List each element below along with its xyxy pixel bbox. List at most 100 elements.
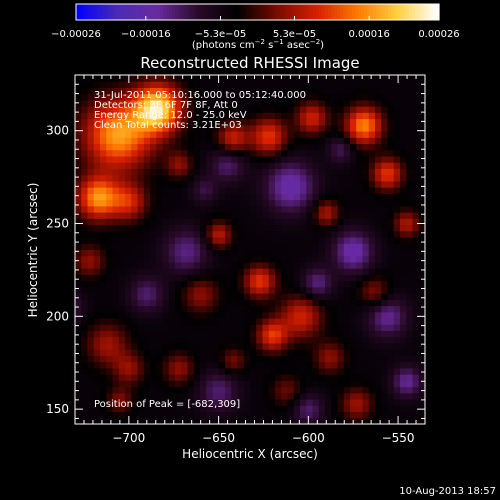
heatmap-cell (112, 112, 120, 120)
heatmap-cell (281, 162, 288, 169)
heatmap-cell (125, 255, 132, 263)
heatmap-cell (356, 180, 363, 188)
heatmap-cell (225, 156, 232, 163)
heatmap-cell (325, 305, 332, 313)
heatmap-cell (212, 162, 220, 169)
heatmap-cell (368, 137, 376, 145)
heatmap-cell (237, 318, 245, 325)
heatmap-cell (175, 374, 182, 381)
heatmap-cell (162, 386, 170, 394)
heatmap-cell (418, 386, 426, 394)
heatmap-cell (175, 193, 182, 201)
heatmap-cell (237, 224, 245, 232)
heatmap-cell (362, 311, 370, 319)
y-tick-label: 300 (46, 124, 69, 138)
heatmap-cell (193, 118, 201, 126)
heatmap-cell (337, 75, 345, 82)
heatmap-cell (131, 355, 138, 363)
heatmap-cell (306, 162, 313, 169)
heatmap-cell (100, 318, 107, 325)
heatmap-cell (87, 355, 95, 363)
heatmap-cell (256, 180, 263, 188)
heatmap-cell (150, 212, 157, 219)
heatmap-cell (343, 374, 351, 381)
heatmap-cell (131, 349, 138, 356)
heatmap-cell (281, 392, 288, 400)
heatmap-cell (275, 386, 282, 394)
heatmap-cell (118, 205, 126, 213)
heatmap-cell (237, 380, 245, 388)
heatmap-cell (306, 87, 313, 95)
heatmap-cell (156, 305, 163, 313)
heatmap-cell (75, 143, 82, 151)
heatmap-cell (193, 355, 201, 363)
heatmap-cell (412, 367, 420, 375)
heatmap-cell (343, 361, 351, 369)
heatmap-cell (143, 137, 151, 145)
heatmap-cell (193, 75, 201, 82)
heatmap-cell (275, 243, 282, 250)
heatmap-cell (131, 299, 138, 307)
heatmap-cell (231, 106, 238, 113)
heatmap-cell (362, 193, 370, 201)
heatmap-cell (362, 367, 370, 375)
heatmap-cell (356, 87, 363, 95)
heatmap-cell (356, 417, 363, 425)
heatmap-cell (150, 224, 157, 232)
heatmap-cell (200, 230, 207, 238)
heatmap-cell (300, 361, 307, 369)
heatmap-cell (193, 137, 201, 145)
heatmap-cell (87, 174, 95, 182)
heatmap-cell (300, 255, 307, 263)
heatmap-cell (356, 355, 363, 363)
heatmap-cell (318, 168, 326, 176)
heatmap-cell (206, 380, 213, 388)
heatmap-cell (312, 386, 320, 394)
colorbar-segment (277, 4, 281, 20)
heatmap-cell (387, 124, 395, 132)
heatmap-cell (75, 293, 82, 300)
heatmap-cell (243, 311, 251, 319)
colorbar-segment (337, 4, 341, 20)
heatmap-cell (206, 311, 213, 319)
heatmap-cell (81, 218, 88, 226)
heatmap-cell (131, 367, 138, 375)
colorbar-segment (175, 4, 179, 20)
heatmap-cell (237, 93, 245, 101)
heatmap-cell (118, 249, 126, 257)
heatmap-cell (243, 106, 251, 113)
heatmap-cell (243, 174, 251, 182)
heatmap-cell (281, 293, 288, 300)
heatmap-cell (125, 205, 132, 213)
heatmap-cell (325, 137, 332, 145)
heatmap-cell (275, 305, 282, 313)
heatmap-cell (256, 349, 263, 356)
colorbar-segment (76, 4, 80, 20)
heatmap-cell (331, 243, 338, 250)
heatmap-cell (262, 261, 270, 269)
colorbar-segment (286, 4, 290, 20)
heatmap-cell (193, 143, 201, 151)
heatmap-cell (337, 392, 345, 400)
heatmap-cell (337, 131, 345, 138)
heatmap-cell (206, 305, 213, 313)
heatmap-cell (87, 299, 95, 307)
heatmap-cell (387, 75, 395, 82)
colorbar-segment (280, 4, 284, 20)
heatmap-cell (162, 224, 170, 232)
heatmap-cell (237, 180, 245, 188)
heatmap-cell (131, 305, 138, 313)
heatmap-cell (275, 324, 282, 332)
heatmap-cell (418, 205, 426, 213)
heatmap-cell (300, 168, 307, 176)
heatmap-cell (418, 180, 426, 188)
heatmap-cell (243, 318, 251, 325)
heatmap-cell (131, 149, 138, 157)
heatmap-cell (112, 149, 120, 157)
heatmap-cell (93, 299, 101, 307)
heatmap-cell (325, 180, 332, 188)
heatmap-cell (100, 187, 107, 194)
heatmap-cell (193, 280, 201, 288)
heatmap-cell (268, 305, 276, 313)
heatmap-cell (118, 162, 126, 169)
